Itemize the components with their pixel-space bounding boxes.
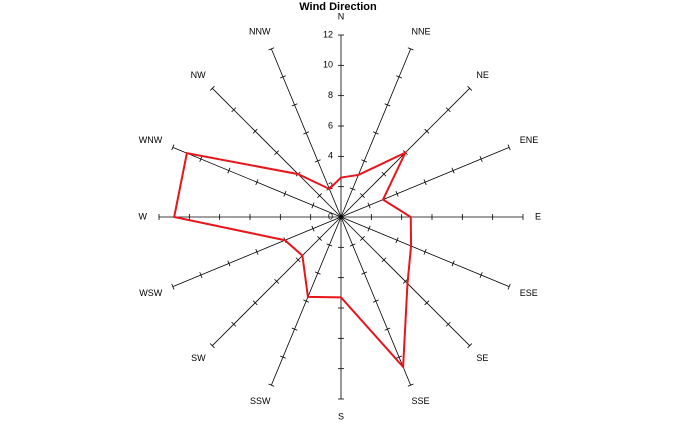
category-label: SW [191, 353, 206, 363]
category-label: S [338, 411, 344, 421]
tick-mark [171, 144, 175, 151]
category-label: SE [476, 353, 488, 363]
tick-mark [423, 248, 427, 255]
tick-mark [349, 243, 356, 247]
tick-mark [255, 179, 259, 186]
tick-mark [395, 237, 399, 244]
tick-mark [227, 167, 231, 174]
tick-mark [367, 202, 371, 209]
tick-mark [381, 257, 387, 263]
category-label: W [139, 211, 148, 221]
category-label: WNW [139, 135, 163, 145]
tick-mark [507, 144, 511, 151]
category-label: E [535, 211, 541, 221]
tick-mark [283, 190, 287, 197]
tick-mark [396, 355, 402, 359]
tick-mark [479, 156, 483, 162]
tick-mark [199, 272, 203, 278]
tick-mark [360, 236, 365, 241]
tick-mark [395, 190, 399, 197]
tick-mark [291, 103, 298, 107]
tick-mark [280, 355, 286, 359]
category-label: NE [476, 70, 489, 80]
tick-mark [396, 75, 402, 79]
tick-mark [445, 321, 451, 327]
tick-mark [314, 159, 321, 163]
r-tick-label: 10 [323, 60, 333, 70]
data-line [172, 150, 413, 370]
tick-mark [209, 343, 215, 349]
tick-mark [255, 248, 259, 255]
tick-mark [317, 193, 322, 198]
category-label: WSW [139, 288, 162, 298]
tick-mark [326, 243, 333, 247]
category-label: NW [191, 70, 206, 80]
tick-mark [479, 272, 483, 278]
tick-mark [367, 225, 371, 232]
tick-mark [303, 299, 310, 303]
tick-mark [384, 327, 391, 331]
tick-mark [268, 47, 275, 51]
tick-mark [295, 257, 301, 263]
tick-mark [445, 107, 451, 113]
chart-title: Wind Direction [299, 1, 377, 13]
tick-mark [384, 103, 391, 107]
tick-mark [303, 131, 310, 135]
tick-mark [361, 159, 368, 163]
tick-mark [361, 271, 368, 275]
tick-mark [268, 383, 275, 387]
tick-mark [231, 107, 237, 113]
tick-mark [209, 85, 215, 91]
tick-mark [424, 128, 430, 134]
tick-mark [372, 299, 379, 303]
tick-mark [372, 131, 379, 135]
r-tick-label: 12 [323, 29, 333, 39]
category-label: ESE [520, 288, 538, 298]
tick-mark [252, 128, 258, 134]
category-label: N [338, 11, 345, 21]
tick-mark [407, 383, 414, 387]
category-label: SSE [412, 396, 430, 406]
category-label: NNE [412, 27, 431, 37]
tick-mark [381, 171, 387, 177]
tick-mark [252, 300, 258, 306]
r-tick-label: 6 [328, 120, 333, 130]
r-tick-label: 8 [328, 90, 333, 100]
tick-mark [280, 75, 286, 79]
tick-mark [507, 283, 511, 290]
tick-mark [311, 225, 315, 232]
tick-mark [349, 187, 356, 191]
tick-mark [451, 167, 455, 174]
r-tick-label: 4 [328, 151, 333, 161]
tick-mark [311, 202, 315, 209]
category-label: SSW [250, 396, 271, 406]
category-label: NNW [249, 27, 271, 37]
tick-mark [402, 278, 408, 284]
tick-mark [231, 321, 237, 327]
tick-mark [317, 236, 322, 241]
tick-mark [467, 85, 473, 91]
tick-mark [314, 271, 321, 275]
r-tick-label: 2 [328, 181, 333, 191]
tick-mark [407, 47, 414, 51]
tick-mark [424, 300, 430, 306]
tick-mark [199, 156, 203, 162]
tick-mark [360, 193, 365, 198]
tick-mark [227, 260, 231, 267]
tick-mark [423, 179, 427, 186]
category-label: ENE [520, 135, 539, 145]
tick-mark [171, 283, 175, 290]
r-tick-label: 0 [328, 211, 333, 221]
tick-mark [467, 343, 473, 349]
tick-mark [274, 278, 280, 284]
tick-mark [451, 260, 455, 267]
tick-mark [291, 327, 298, 331]
tick-mark [274, 150, 280, 156]
